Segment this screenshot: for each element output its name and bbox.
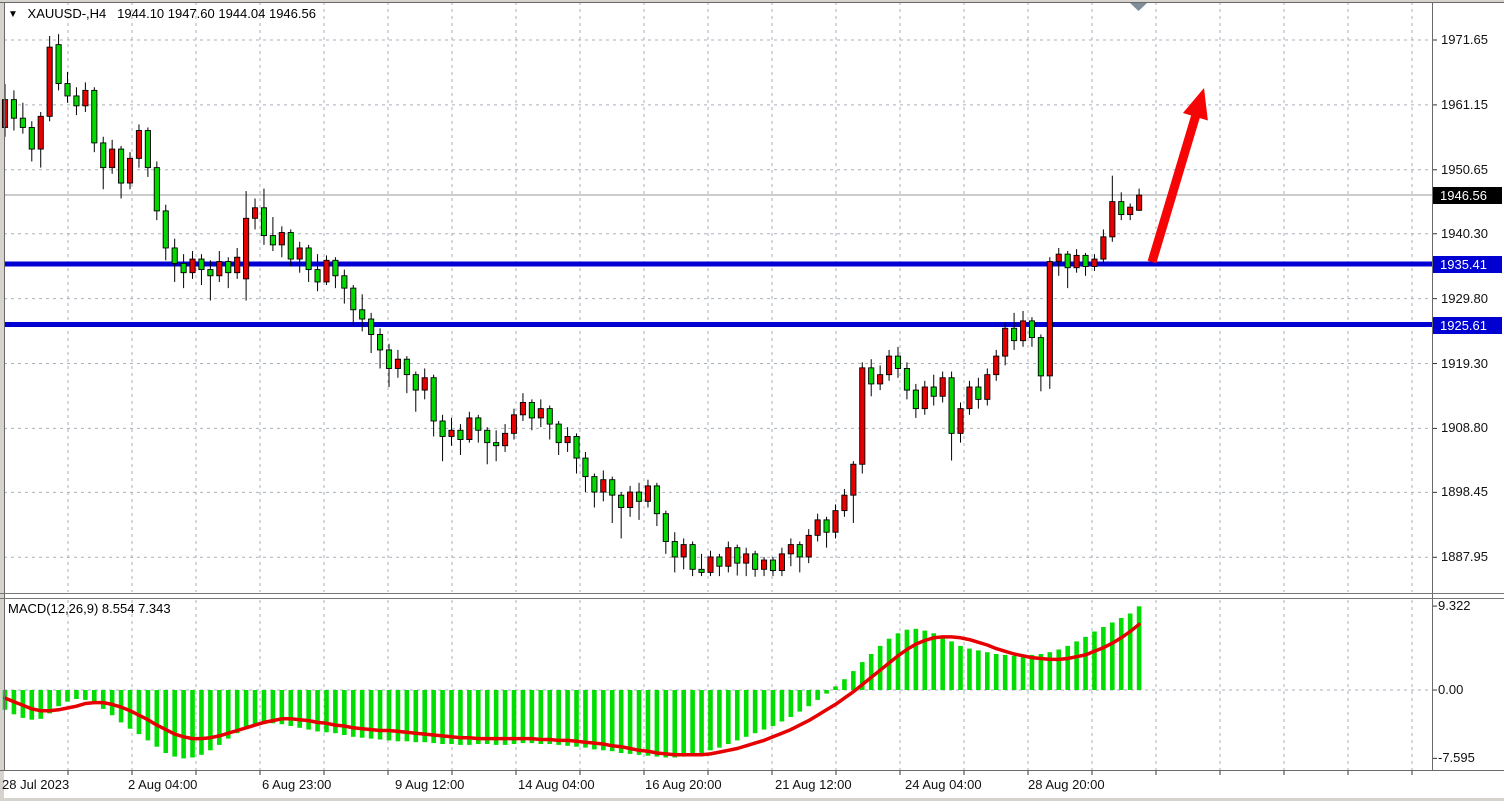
date-tick-label: 16 Aug 20:00 (645, 777, 722, 792)
macd-tick-label: -7.595 (1438, 750, 1475, 766)
current-price-label: 1946.56 (1433, 187, 1502, 204)
support-level-label[interactable]: 1925.61 (1433, 317, 1502, 334)
macd-tick-label: 9.322 (1438, 598, 1471, 614)
symbol-period-label: XAUUSD-,H4 (27, 6, 107, 21)
date-tick-label: 9 Aug 12:00 (395, 777, 465, 792)
macd-histogram (2, 606, 1142, 759)
resistance-level-label[interactable]: 1935.41 (1433, 256, 1502, 273)
symbol-dropdown-icon[interactable]: ▼ (8, 9, 18, 20)
date-tick-label: 6 Aug 23:00 (262, 777, 332, 792)
price-tick-label: 1908.80 (1441, 420, 1488, 436)
price-tick-label: 1929.80 (1441, 290, 1488, 306)
price-tick-label: 1940.30 (1441, 225, 1488, 241)
date-tick-label: 21 Aug 12:00 (775, 777, 852, 792)
price-tick-label: 1898.45 (1441, 484, 1488, 500)
macd-signal-line (3, 622, 1141, 757)
price-tick-label: 1919.30 (1441, 355, 1488, 371)
indicator-label: MACD(12,26,9) 8.554 7.343 (8, 601, 171, 616)
grid-lines (4, 2, 1432, 770)
price-tick-label: 1887.95 (1441, 549, 1488, 565)
trend-arrow[interactable] (1147, 88, 1208, 264)
horizontal-level-lines[interactable] (4, 261, 1432, 328)
macd-tick-label: 0.00 (1438, 682, 1464, 697)
price-tick-label: 1950.65 (1441, 161, 1488, 177)
price-tick-label: 1971.65 (1441, 32, 1488, 47)
pane-borders (0, 2, 1504, 775)
date-tick-label: 14 Aug 04:00 (518, 777, 595, 792)
chart-shift-marker-icon[interactable] (1130, 3, 1147, 11)
price-tick-label: 1961.15 (1441, 96, 1488, 112)
ohlc-values: 1944.10 1947.60 1944.04 1946.56 (117, 6, 316, 21)
date-tick-label: 28 Jul 2023 (2, 777, 70, 792)
date-tick-label: 28 Aug 20:00 (1028, 777, 1105, 792)
candlesticks (1, 34, 1143, 577)
date-tick-label: 24 Aug 04:00 (905, 777, 982, 792)
chart-title: ▼ XAUUSD-,H4 1944.10 1947.60 1944.04 194… (8, 6, 316, 21)
date-tick-label: 2 Aug 04:00 (128, 777, 198, 792)
